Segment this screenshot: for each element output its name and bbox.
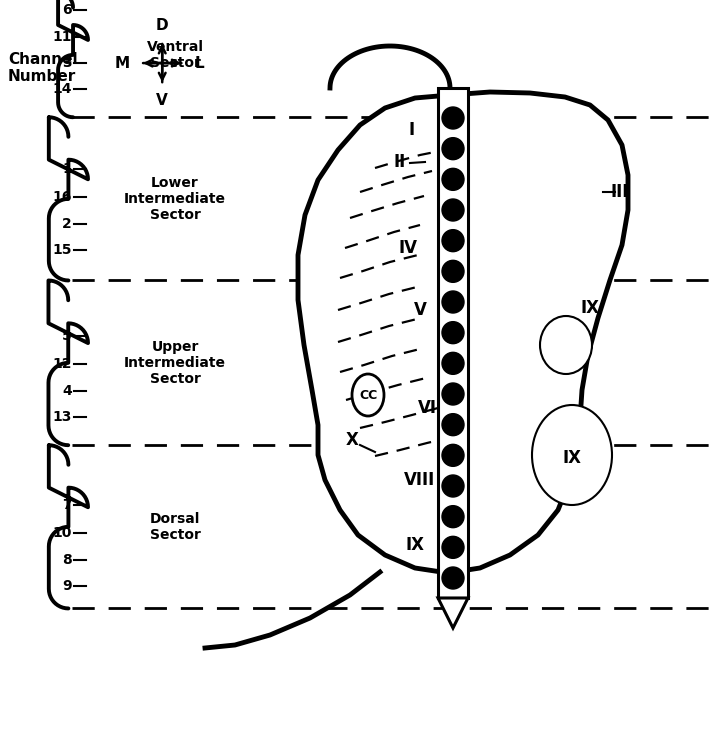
Text: 9: 9 [63, 580, 72, 593]
Text: 16: 16 [53, 190, 72, 203]
Text: 2: 2 [62, 217, 72, 231]
Ellipse shape [352, 374, 384, 416]
Text: 8: 8 [62, 554, 72, 567]
Circle shape [442, 260, 464, 283]
Circle shape [442, 475, 464, 497]
Text: VII: VII [417, 399, 443, 417]
Text: Channel
Number: Channel Number [8, 52, 78, 85]
Circle shape [442, 414, 464, 436]
Text: M: M [115, 56, 131, 70]
Text: IX: IX [405, 536, 425, 554]
Circle shape [442, 322, 464, 344]
Circle shape [442, 536, 464, 558]
Text: Dorsal
Sector: Dorsal Sector [149, 512, 200, 542]
Text: V: V [156, 93, 168, 108]
Text: L: L [194, 56, 204, 70]
Text: IX: IX [580, 299, 599, 317]
Text: 15: 15 [53, 243, 72, 257]
Text: D: D [156, 18, 169, 33]
Text: 1: 1 [62, 162, 72, 176]
Text: 5: 5 [62, 329, 72, 343]
Circle shape [442, 168, 464, 191]
Text: I: I [409, 121, 415, 139]
Ellipse shape [540, 316, 592, 374]
Text: 7: 7 [63, 498, 72, 511]
Text: 14: 14 [53, 82, 72, 96]
Text: 4: 4 [62, 384, 72, 398]
Text: Upper
Intermediate
Sector: Upper Intermediate Sector [124, 340, 226, 386]
Circle shape [442, 352, 464, 374]
Text: 3: 3 [63, 56, 72, 70]
Text: 6: 6 [63, 3, 72, 16]
Text: IX: IX [562, 449, 582, 467]
Text: IV: IV [399, 239, 417, 257]
Polygon shape [298, 92, 628, 573]
Bar [438, 88, 468, 598]
Text: VIII: VIII [404, 471, 435, 489]
Circle shape [442, 138, 464, 160]
Polygon shape [438, 598, 468, 628]
Ellipse shape [532, 405, 612, 505]
Text: 11: 11 [53, 30, 72, 44]
Text: Ventral
Sector: Ventral Sector [146, 40, 203, 70]
Text: 10: 10 [53, 526, 72, 539]
Text: CC: CC [359, 389, 377, 401]
Text: III: III [611, 183, 629, 201]
Circle shape [442, 505, 464, 528]
Circle shape [442, 230, 464, 252]
Text: V: V [414, 301, 426, 319]
Text: 13: 13 [53, 410, 72, 424]
Text: II: II [394, 153, 406, 171]
Circle shape [442, 199, 464, 221]
Circle shape [442, 444, 464, 466]
Circle shape [442, 567, 464, 589]
Text: Lower
Intermediate
Sector: Lower Intermediate Sector [124, 176, 226, 222]
Circle shape [442, 107, 464, 129]
Circle shape [442, 291, 464, 313]
Text: X: X [345, 431, 358, 449]
Text: 12: 12 [53, 357, 72, 370]
Circle shape [442, 383, 464, 405]
